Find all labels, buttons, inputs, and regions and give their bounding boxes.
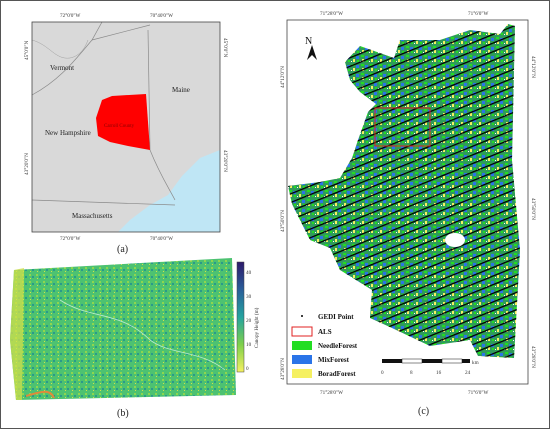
state-maine: Maine <box>172 86 190 94</box>
ocean <box>118 150 220 232</box>
c-coord-left-2: 43°50'0"N <box>279 210 286 232</box>
state-new-hampshire: New Hampshire <box>45 129 91 137</box>
a-coord-left-1: 45°0'0"N <box>23 40 30 60</box>
c-coord-right-2: 43°50'0"N <box>530 198 537 220</box>
caption-a: (a) <box>117 244 128 255</box>
carroll-county <box>96 94 150 150</box>
legend-swatch-mix <box>292 355 312 364</box>
caption-b: (b) <box>117 408 129 419</box>
cbar-tick-0: 0 <box>246 366 249 372</box>
north-arrow-icon <box>307 45 317 60</box>
state-vermont: Vermont <box>50 64 74 72</box>
als-boundary <box>374 107 431 147</box>
gedi-tracks <box>288 24 520 358</box>
c-coord-left-3: 43°28'0"N <box>279 358 286 380</box>
scale-tick-8: 8 <box>410 370 413 376</box>
legend-label-mix: MixForest <box>318 356 350 364</box>
a-coord-right-2: 43°20'0"N <box>222 150 229 172</box>
legend-swatch-gedi <box>301 315 303 317</box>
a-coord-right-1: 45°0'0"N <box>222 38 229 58</box>
scale-tick-0: 0 <box>381 370 384 376</box>
a-coord-bottom-1: 72°0'0"W <box>60 235 81 242</box>
state-massachusetts: Massachusetts <box>72 212 113 220</box>
legend-label-broad: BoradForest <box>318 370 356 378</box>
c-coord-left-1: 44°12'0"N <box>279 66 286 88</box>
cbar-tick-30: 30 <box>246 294 252 300</box>
canada-border <box>32 39 89 59</box>
river-trace <box>59 299 226 371</box>
scale-tick-24: 24 <box>465 370 471 376</box>
legend-label-als: ALS <box>318 328 332 336</box>
a-coord-bottom-2: 70°40'0"W <box>150 235 173 242</box>
cbar-tick-20: 20 <box>246 318 252 324</box>
lake-area <box>445 233 465 247</box>
c-coord-right-3: 43°28'0"N <box>530 346 537 368</box>
caption-c: (c) <box>418 406 429 417</box>
raster-edge-west <box>10 268 24 400</box>
panel-a-map: Carroll County Vermont Maine New Hampshi… <box>23 12 229 255</box>
legend-label-gedi: GEDI Point <box>318 313 354 321</box>
c-coord-top-2: 71°6'0"W <box>468 10 489 17</box>
county-label: Carroll County <box>104 124 135 129</box>
scale-bar: 0 8 16 24 km <box>381 358 479 376</box>
a-coord-left-2: 43°20'0"N <box>23 153 30 175</box>
c-coord-bottom-1: 71°28'0"W <box>320 389 343 396</box>
panel-b-map: 40 30 20 10 0 Canopy Height (m) (b) <box>10 258 260 419</box>
scale-tick-16: 16 <box>436 370 442 376</box>
c-coord-top-1: 71°28'0"W <box>320 10 343 17</box>
legend-swatch-broad <box>292 369 312 378</box>
panel-c-map: N GEDI Point ALS NeedleForest MixForest … <box>279 10 537 417</box>
c-coord-bottom-2: 71°6'0"W <box>468 389 489 396</box>
raster-edge-strip <box>25 390 55 399</box>
cbar-tick-10: 10 <box>246 342 252 348</box>
cbar-tick-40: 40 <box>246 270 252 276</box>
c-coord-right-1: 44°12'0"N <box>530 56 537 78</box>
a-coord-top-2: 70°40'0"W <box>150 12 173 19</box>
state-borders <box>32 22 176 206</box>
scale-unit: km <box>472 360 479 366</box>
legend-swatch-als <box>291 326 313 337</box>
panel-a-border <box>31 21 221 233</box>
legend-label-needle: NeedleForest <box>318 342 358 350</box>
a-coord-top-1: 72°0'0"W <box>60 12 81 19</box>
colorbar-title: Canopy Height (m) <box>253 307 260 348</box>
legend-swatch-needle <box>292 341 312 350</box>
legend: GEDI Point ALS NeedleForest MixForest Bo… <box>291 313 358 378</box>
north-label: N <box>305 36 312 47</box>
colorbar <box>236 261 245 373</box>
canopy-height-raster <box>10 258 236 400</box>
